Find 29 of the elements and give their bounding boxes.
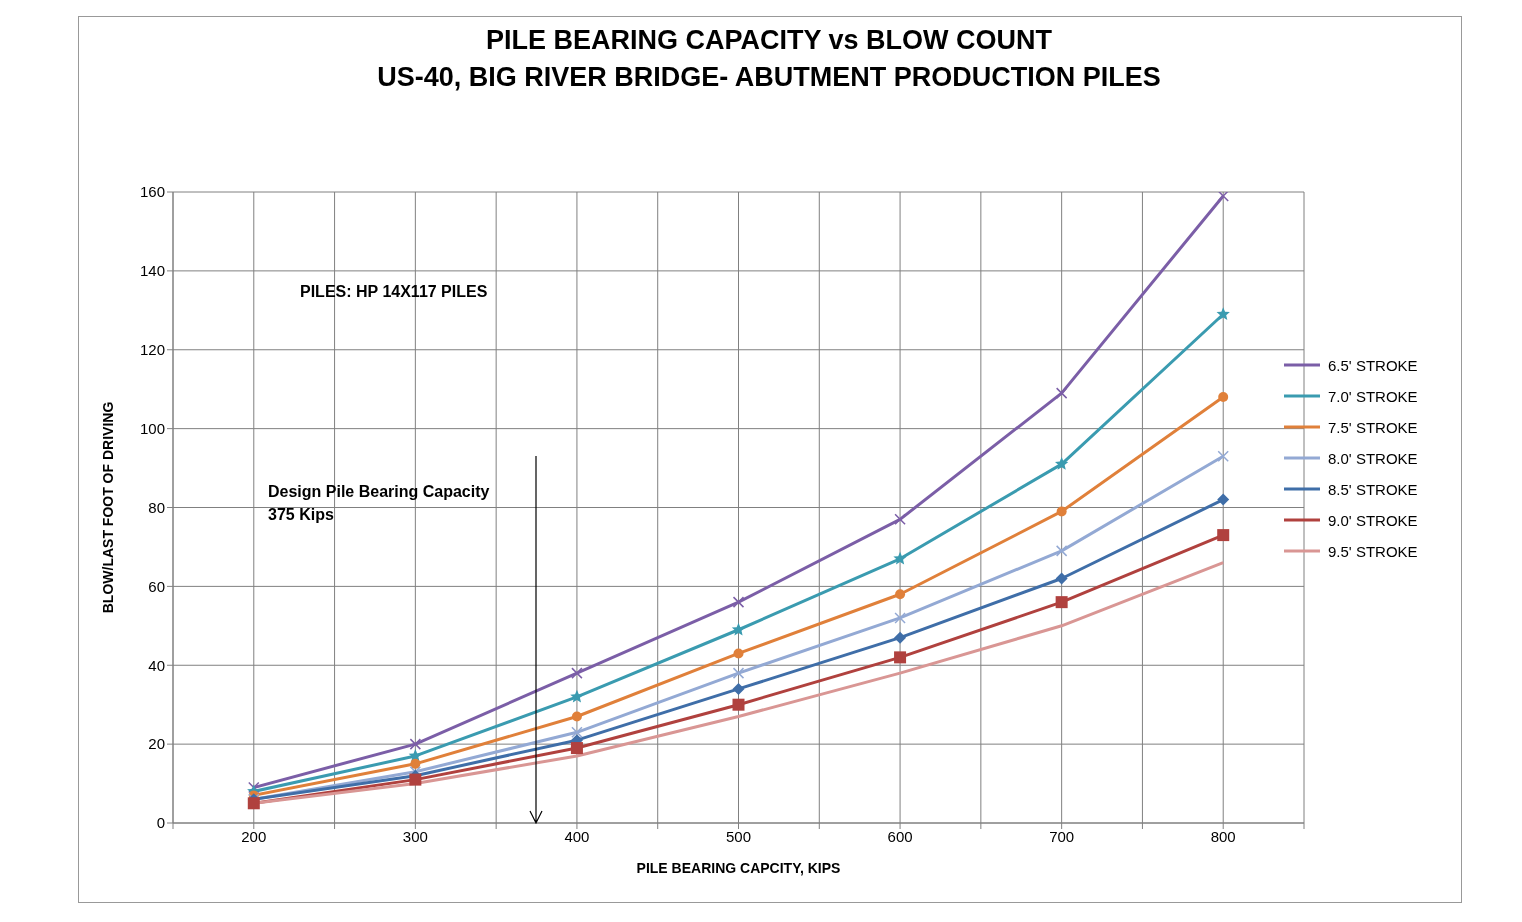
legend-label: 6.5' STROKE <box>1328 356 1418 374</box>
legend-label: 9.5' STROKE <box>1328 542 1418 560</box>
annotation: PILES: HP 14X117 PILES <box>300 282 488 302</box>
x-tick-label: 600 <box>887 827 913 845</box>
chart-subtitle: US-40, BIG RIVER BRIDGE- ABUTMENT PRODUCTION PILES <box>376 61 1162 94</box>
x-axis-title: PILE BEARING CAPCITY, KIPS <box>636 860 841 876</box>
legend-label: 8.5' STROKE <box>1328 480 1418 498</box>
x-tick-label: 200 <box>241 827 267 845</box>
legend-label: 8.0' STROKE <box>1328 449 1418 467</box>
y-tick-label: 140 <box>139 262 165 280</box>
chart-title: PILE BEARING CAPACITY vs BLOW COUNT <box>484 24 1053 57</box>
y-tick-label: 60 <box>148 577 165 595</box>
x-tick-label: 300 <box>402 827 428 845</box>
y-tick-label: 160 <box>139 183 165 201</box>
y-tick-label: 80 <box>148 498 165 516</box>
x-tick-label: 700 <box>1049 827 1075 845</box>
y-tick-label: 120 <box>139 341 165 359</box>
y-tick-label: 0 <box>156 814 165 832</box>
x-tick-label: 800 <box>1210 827 1236 845</box>
x-tick-label: 400 <box>564 827 590 845</box>
annotation: Design Pile Bearing Capacity 375 Kips <box>268 482 490 525</box>
legend-label: 9.0' STROKE <box>1328 511 1418 529</box>
legend-label: 7.5' STROKE <box>1328 418 1418 436</box>
y-tick-label: 40 <box>148 656 165 674</box>
y-axis-title: BLOW/LAST FOOT OF DRIVING <box>99 401 116 614</box>
x-tick-label: 500 <box>725 827 752 845</box>
legend-label: 7.0' STROKE <box>1328 387 1418 405</box>
y-tick-label: 20 <box>148 735 165 753</box>
y-tick-label: 100 <box>139 419 165 437</box>
